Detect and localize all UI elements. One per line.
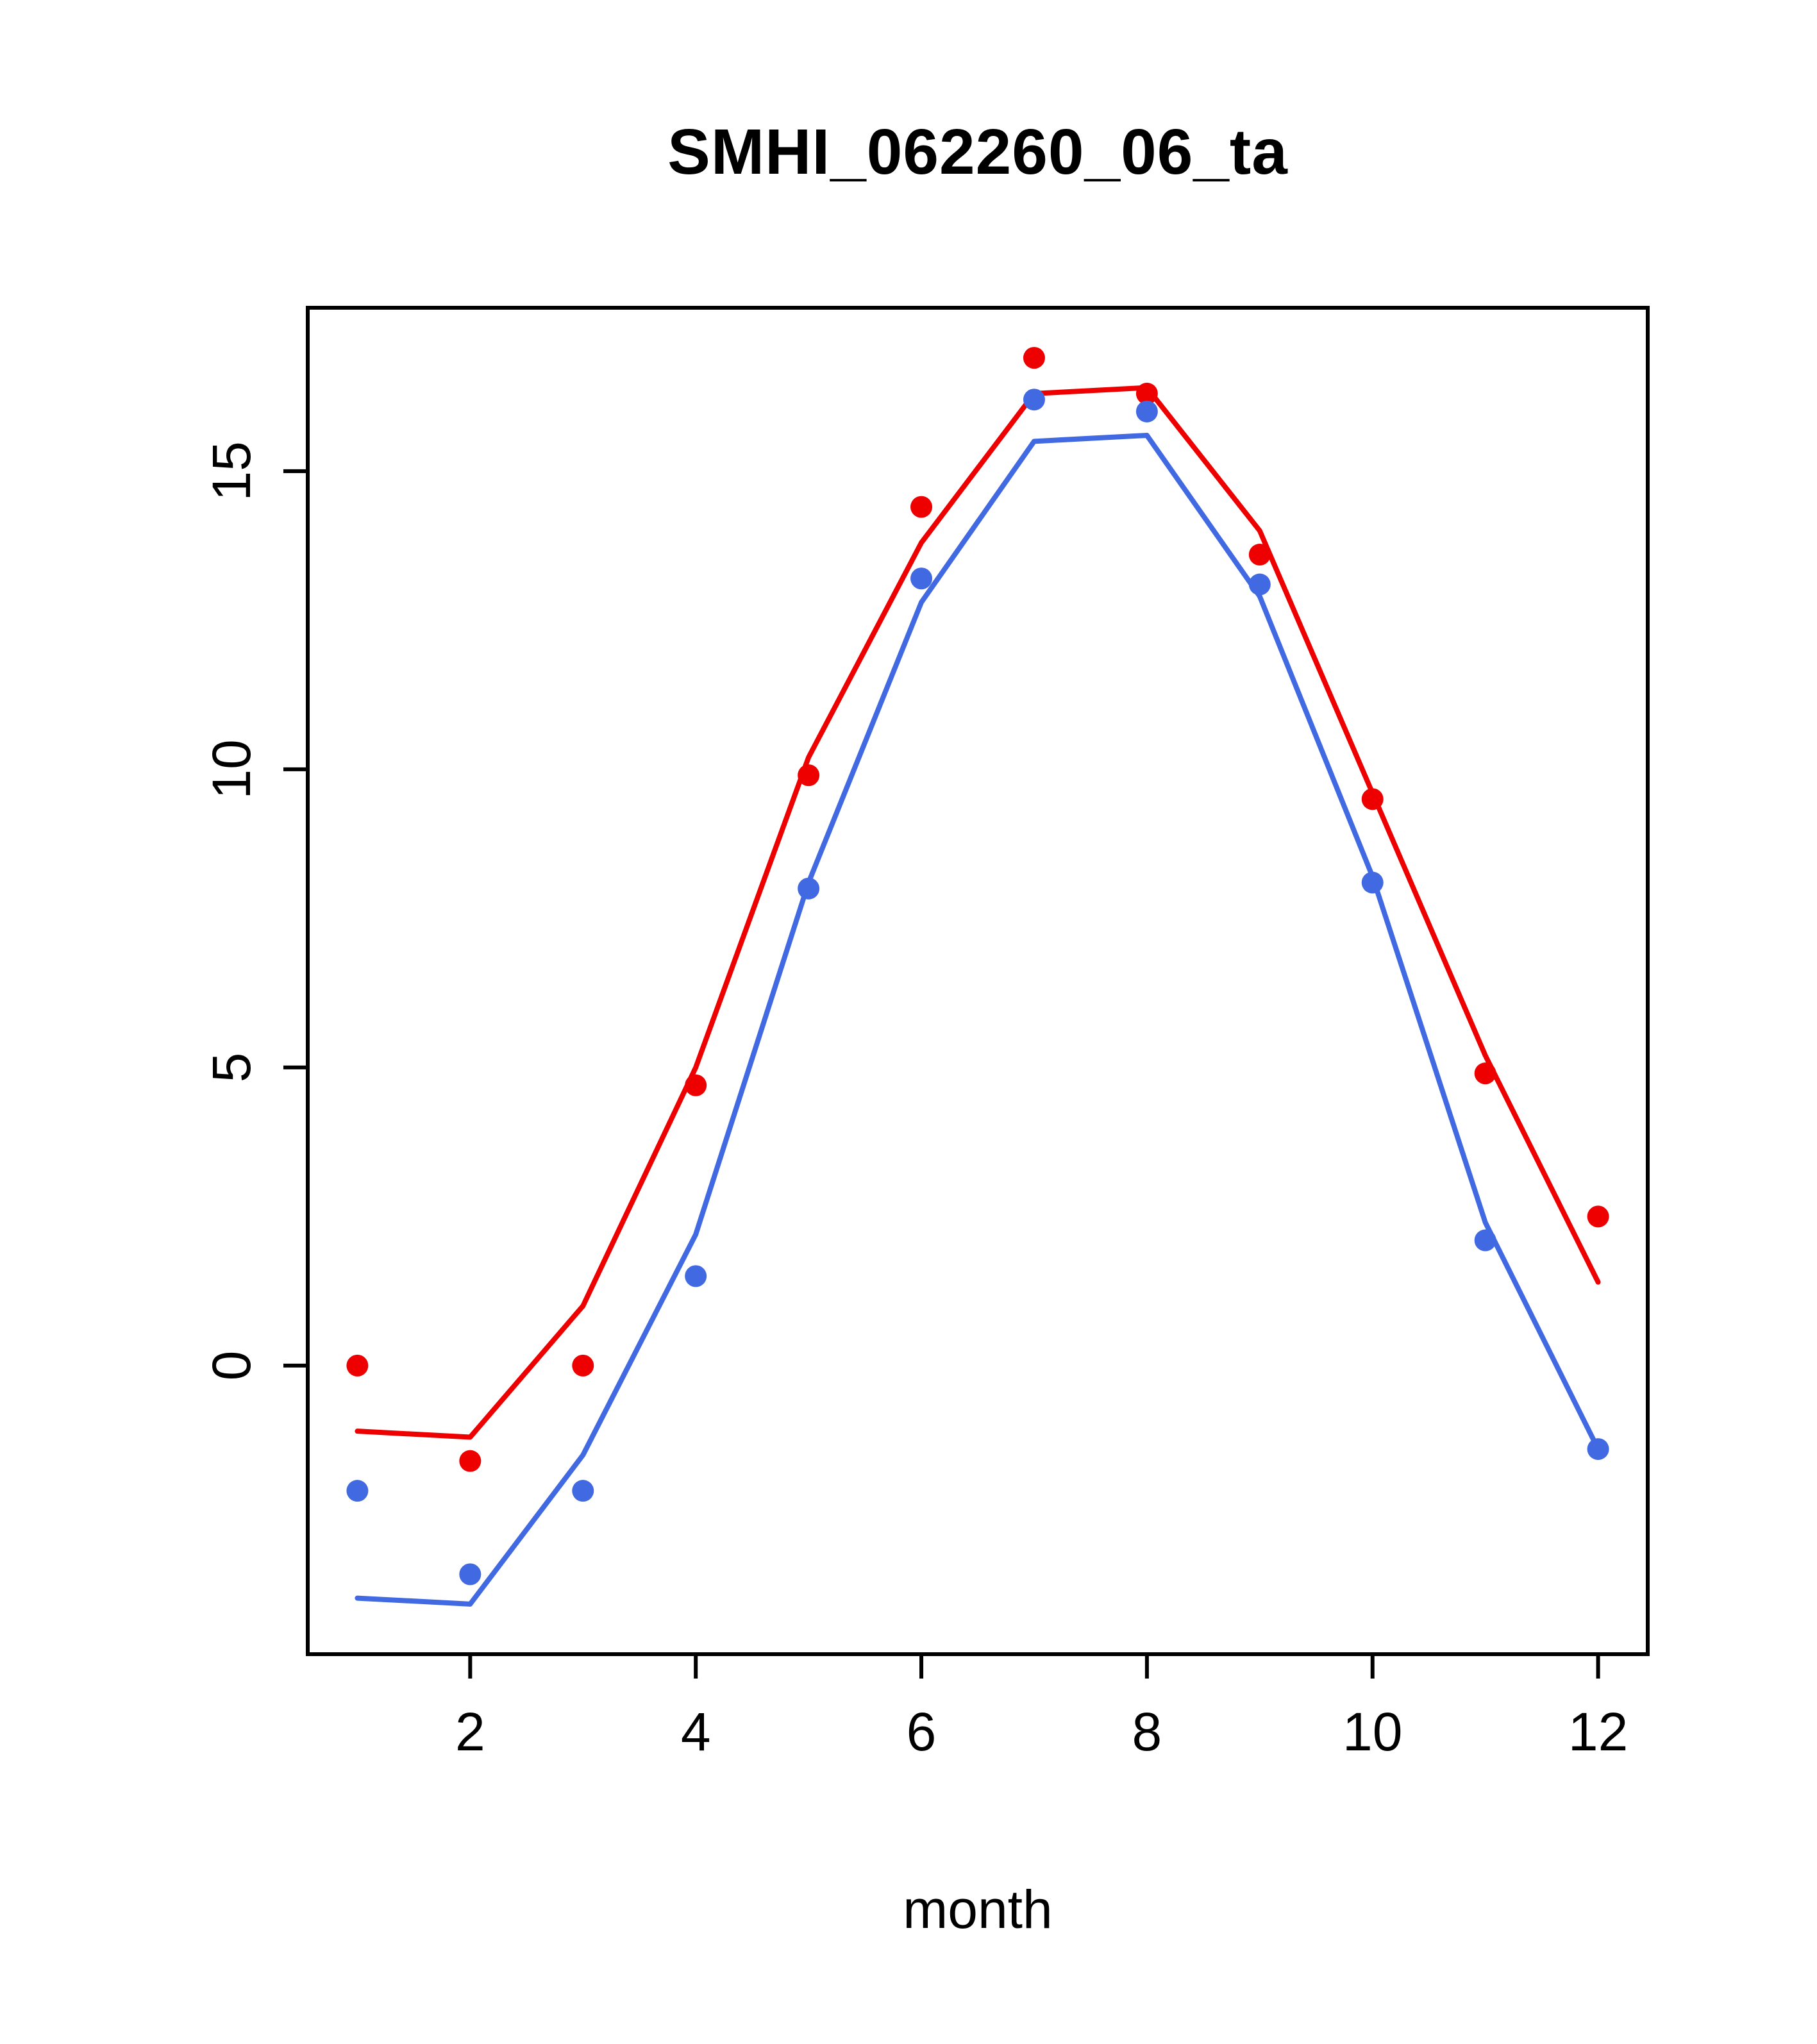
x-tick-label: 12 [1568, 1702, 1628, 1762]
x-tick-label: 6 [907, 1702, 937, 1762]
series-red-points-marker [572, 1354, 594, 1377]
series-red-points-marker [346, 1354, 369, 1377]
y-tick-label: 10 [201, 739, 262, 799]
series-blue-points-marker [1023, 389, 1045, 411]
series-red-points-marker [1587, 1205, 1609, 1228]
plot-border [306, 306, 1650, 1656]
series-red-points-marker [798, 764, 820, 787]
series-blue-points-marker [1587, 1438, 1609, 1461]
x-axis-label: month [903, 1879, 1053, 1939]
y-tick-label: 0 [201, 1351, 262, 1381]
series-red-points-marker [1023, 347, 1045, 369]
series-red-points-marker [1248, 544, 1271, 566]
series-blue-points-marker [572, 1480, 594, 1502]
x-tick-label: 4 [681, 1702, 711, 1762]
y-tick-label: 5 [201, 1052, 262, 1082]
chart-title: SMHI_062260_06_ta [667, 116, 1288, 188]
series-red-points-marker [1474, 1062, 1496, 1085]
series-red-points-marker [685, 1074, 707, 1096]
series-blue-line [355, 433, 1601, 1607]
series-blue-points-marker [685, 1265, 707, 1287]
series-blue-points-marker [346, 1480, 369, 1502]
series-blue-points-marker [1135, 400, 1158, 423]
series-red-points-marker [1361, 788, 1384, 810]
x-tick-label: 10 [1343, 1702, 1402, 1762]
x-tick-label: 8 [1132, 1702, 1162, 1762]
x-tick-label: 2 [455, 1702, 485, 1762]
series-blue-points-marker [1474, 1229, 1496, 1252]
series-red-points-marker [459, 1450, 481, 1472]
series-red-line [355, 385, 1601, 1440]
series-blue-points-marker [798, 877, 820, 900]
series-blue-points-marker [459, 1563, 481, 1586]
series-red-points-marker [1135, 382, 1158, 405]
series-blue-points-marker [1248, 573, 1271, 596]
y-tick-label: 15 [201, 441, 262, 501]
series-red-points-marker [910, 496, 933, 518]
series-blue-points-marker [1361, 871, 1384, 894]
series-blue-points-marker [910, 567, 933, 590]
